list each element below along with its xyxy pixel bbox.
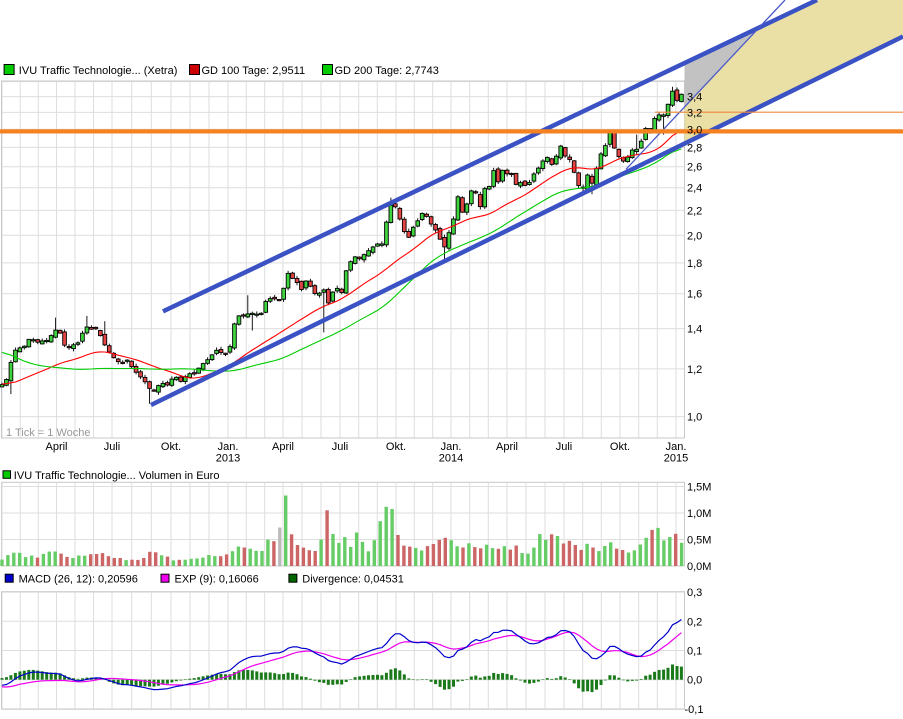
svg-text:0,5M: 0,5M (687, 535, 711, 547)
svg-text:Jan.: Jan. (218, 441, 239, 453)
svg-text:1 Tick = 1 Woche: 1 Tick = 1 Woche (6, 427, 90, 439)
svg-text:MACD (26, 12): 0,20596: MACD (26, 12): 0,20596 (19, 574, 138, 586)
svg-text:1,2: 1,2 (687, 364, 702, 376)
svg-text:IVU Traffic Technologie... Vol: IVU Traffic Technologie... Volumen in Eu… (14, 470, 220, 482)
svg-text:Juli: Juli (556, 441, 573, 453)
svg-text:2,6: 2,6 (687, 162, 702, 174)
svg-text:0,1: 0,1 (687, 646, 702, 658)
svg-text:3,2: 3,2 (687, 107, 702, 119)
svg-text:2,4: 2,4 (687, 183, 702, 195)
svg-text:2014: 2014 (439, 453, 463, 465)
svg-text:2,8: 2,8 (687, 142, 702, 154)
svg-text:Jan.: Jan. (666, 441, 687, 453)
svg-text:IVU Traffic Technologie... (Xe: IVU Traffic Technologie... (Xetra) (19, 65, 178, 77)
svg-text:1,8: 1,8 (687, 258, 702, 270)
svg-text:GD 200 Tage: 2,7743: GD 200 Tage: 2,7743 (335, 65, 439, 77)
svg-text:1,0M: 1,0M (687, 508, 711, 520)
svg-text:-0,1: -0,1 (685, 704, 704, 716)
svg-text:3,4: 3,4 (687, 92, 702, 104)
svg-text:2,0: 2,0 (687, 230, 702, 242)
svg-text:Juli: Juli (104, 441, 121, 453)
svg-text:3,0: 3,0 (687, 124, 702, 136)
svg-text:April: April (496, 441, 518, 453)
svg-text:2,2: 2,2 (687, 205, 702, 217)
svg-text:1,5M: 1,5M (687, 482, 711, 494)
svg-text:Okt.: Okt. (610, 441, 630, 453)
svg-text:1,6: 1,6 (687, 289, 702, 301)
svg-text:Jan.: Jan. (441, 441, 462, 453)
svg-text:1,4: 1,4 (687, 324, 702, 336)
svg-text:Juli: Juli (332, 441, 349, 453)
svg-text:Divergence: 0,04531: Divergence: 0,04531 (302, 574, 404, 586)
svg-text:0,2: 0,2 (687, 616, 702, 628)
svg-text:April: April (45, 441, 67, 453)
svg-text:1,0: 1,0 (687, 412, 702, 424)
svg-text:0,0: 0,0 (687, 675, 702, 687)
svg-text:2015: 2015 (664, 453, 688, 465)
svg-text:April: April (272, 441, 294, 453)
svg-text:Okt.: Okt. (386, 441, 406, 453)
svg-text:Okt.: Okt. (161, 441, 181, 453)
svg-text:EXP (9): 0,16066: EXP (9): 0,16066 (175, 574, 259, 586)
svg-text:0,0M: 0,0M (687, 561, 711, 573)
svg-text:GD 100 Tage: 2,9511: GD 100 Tage: 2,9511 (202, 65, 306, 77)
svg-text:2013: 2013 (216, 453, 240, 465)
svg-text:0,3: 0,3 (687, 587, 702, 599)
